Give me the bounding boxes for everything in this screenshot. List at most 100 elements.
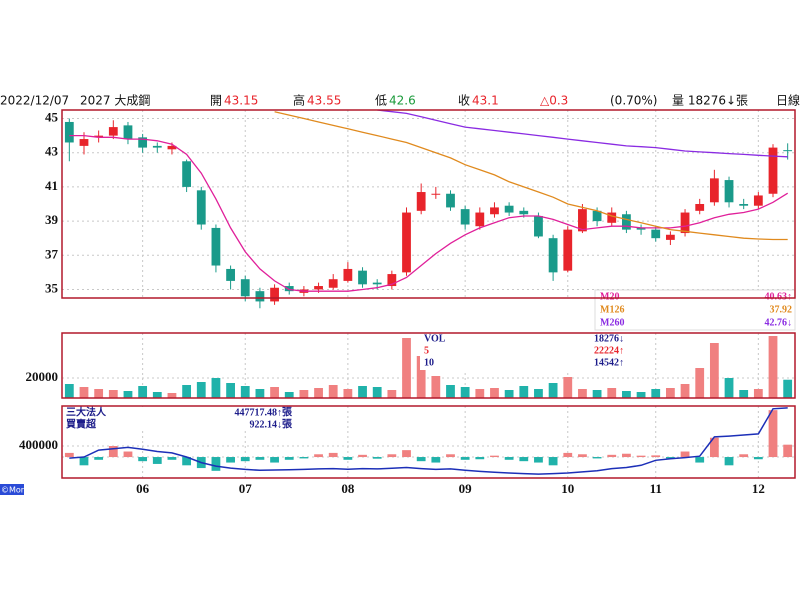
candle-body <box>578 209 587 232</box>
volume-bar <box>680 384 690 398</box>
y-tick-label: 39 <box>45 212 59 227</box>
candle-body <box>563 229 573 271</box>
x-tick-label: 12 <box>752 481 765 496</box>
institutional-bar <box>255 457 265 460</box>
institutional-bar <box>211 457 221 471</box>
candle-body <box>504 205 514 213</box>
candle-body <box>519 210 529 215</box>
institutional-bar <box>783 444 793 458</box>
high-value: 43.55 <box>307 94 341 108</box>
legend-label: 三大法人 <box>66 405 107 418</box>
x-tick-label: 09 <box>459 481 473 496</box>
institutional-bar <box>592 457 602 459</box>
institutional-bar <box>402 450 411 458</box>
institutional-bar <box>709 437 719 458</box>
institutional-bar <box>240 457 250 462</box>
candle-body <box>211 227 221 266</box>
candle-body <box>709 178 719 203</box>
low-value: 42.6 <box>389 94 416 108</box>
candle-body <box>651 229 661 239</box>
volume-bar <box>519 386 529 398</box>
volume-bar <box>211 378 221 398</box>
candle-body <box>123 125 133 140</box>
candle-body <box>387 274 397 287</box>
candle-body <box>284 286 294 292</box>
candle-body <box>79 139 89 146</box>
legend-value: 37.92 <box>770 304 793 315</box>
candle-body <box>475 212 485 227</box>
institutional-bar <box>519 457 529 462</box>
candle-body <box>372 282 382 285</box>
volume-bar <box>152 392 162 398</box>
volume-bar <box>490 388 499 398</box>
candle-body <box>548 238 558 273</box>
candle-body <box>152 145 162 148</box>
volume-bar <box>548 383 558 398</box>
legend-value: 447717.48↑張 <box>235 406 294 418</box>
volume-bar <box>123 391 133 398</box>
y-tick-label: 41 <box>45 178 58 193</box>
volume-bar <box>182 385 192 398</box>
legend-label: 5 <box>424 345 429 356</box>
change: △0.3 <box>540 94 568 108</box>
y-tick-label: 400000 <box>19 437 58 452</box>
volume-bar <box>592 390 602 398</box>
legend-label: M126 <box>600 304 624 315</box>
x-tick-label: 11 <box>650 481 662 496</box>
institutional-bar <box>284 457 294 460</box>
volume-bar <box>607 388 617 398</box>
legend-label: VOL <box>424 333 446 344</box>
institutional-bar <box>753 457 763 460</box>
volume-bar <box>739 390 749 398</box>
institutional-bar <box>343 457 353 460</box>
legend-label: 買賣超 <box>66 417 97 430</box>
volume-bar <box>255 389 265 398</box>
volume-bar <box>270 387 279 398</box>
candle-body <box>358 270 367 285</box>
institutional-bar <box>607 454 617 458</box>
candle-body <box>665 234 675 240</box>
volume-bar <box>387 390 397 398</box>
institutional-bar <box>431 457 441 463</box>
volume-bar <box>504 390 514 398</box>
ma-legend-box <box>594 289 796 331</box>
x-tick-label: 10 <box>561 481 574 496</box>
institutional-bar <box>636 455 646 458</box>
candle-body <box>460 209 470 225</box>
inst-legend-box <box>63 407 295 431</box>
x-tick-label: 06 <box>136 481 150 496</box>
volume-bar <box>636 392 646 398</box>
candle-body <box>138 137 148 148</box>
volume-bar <box>622 391 631 398</box>
candle-body <box>182 161 192 187</box>
watermark-box <box>0 484 24 495</box>
volume-bar <box>358 386 367 398</box>
volume-bar <box>578 389 587 398</box>
volume-bar <box>343 389 353 398</box>
close-value: 43.1 <box>472 94 499 108</box>
institutional-bar <box>387 454 397 458</box>
candle-body <box>328 279 338 288</box>
candle-body <box>64 121 74 143</box>
volume-bar <box>651 389 661 398</box>
candle-body <box>167 145 177 150</box>
institutional-bar <box>372 457 382 459</box>
open-label: 開 <box>210 94 222 108</box>
volume-bar <box>783 379 793 398</box>
panel-frame <box>61 405 796 479</box>
candle-body <box>402 212 411 273</box>
y-tick-label: 20000 <box>26 369 59 384</box>
volume-bar <box>534 389 543 398</box>
candle-body <box>270 287 279 302</box>
panel-frame <box>61 332 796 399</box>
period: 日線 <box>776 93 800 108</box>
volume-legend-box <box>420 333 625 370</box>
legend-value: 40.63↑ <box>765 291 793 302</box>
volume-bar <box>299 390 309 398</box>
institutional-bar <box>270 457 279 463</box>
volume-bar <box>314 388 323 398</box>
volume-bar <box>284 392 294 398</box>
volume-bar <box>167 393 177 398</box>
volume-bar <box>446 385 455 398</box>
volume-bar <box>372 387 382 398</box>
